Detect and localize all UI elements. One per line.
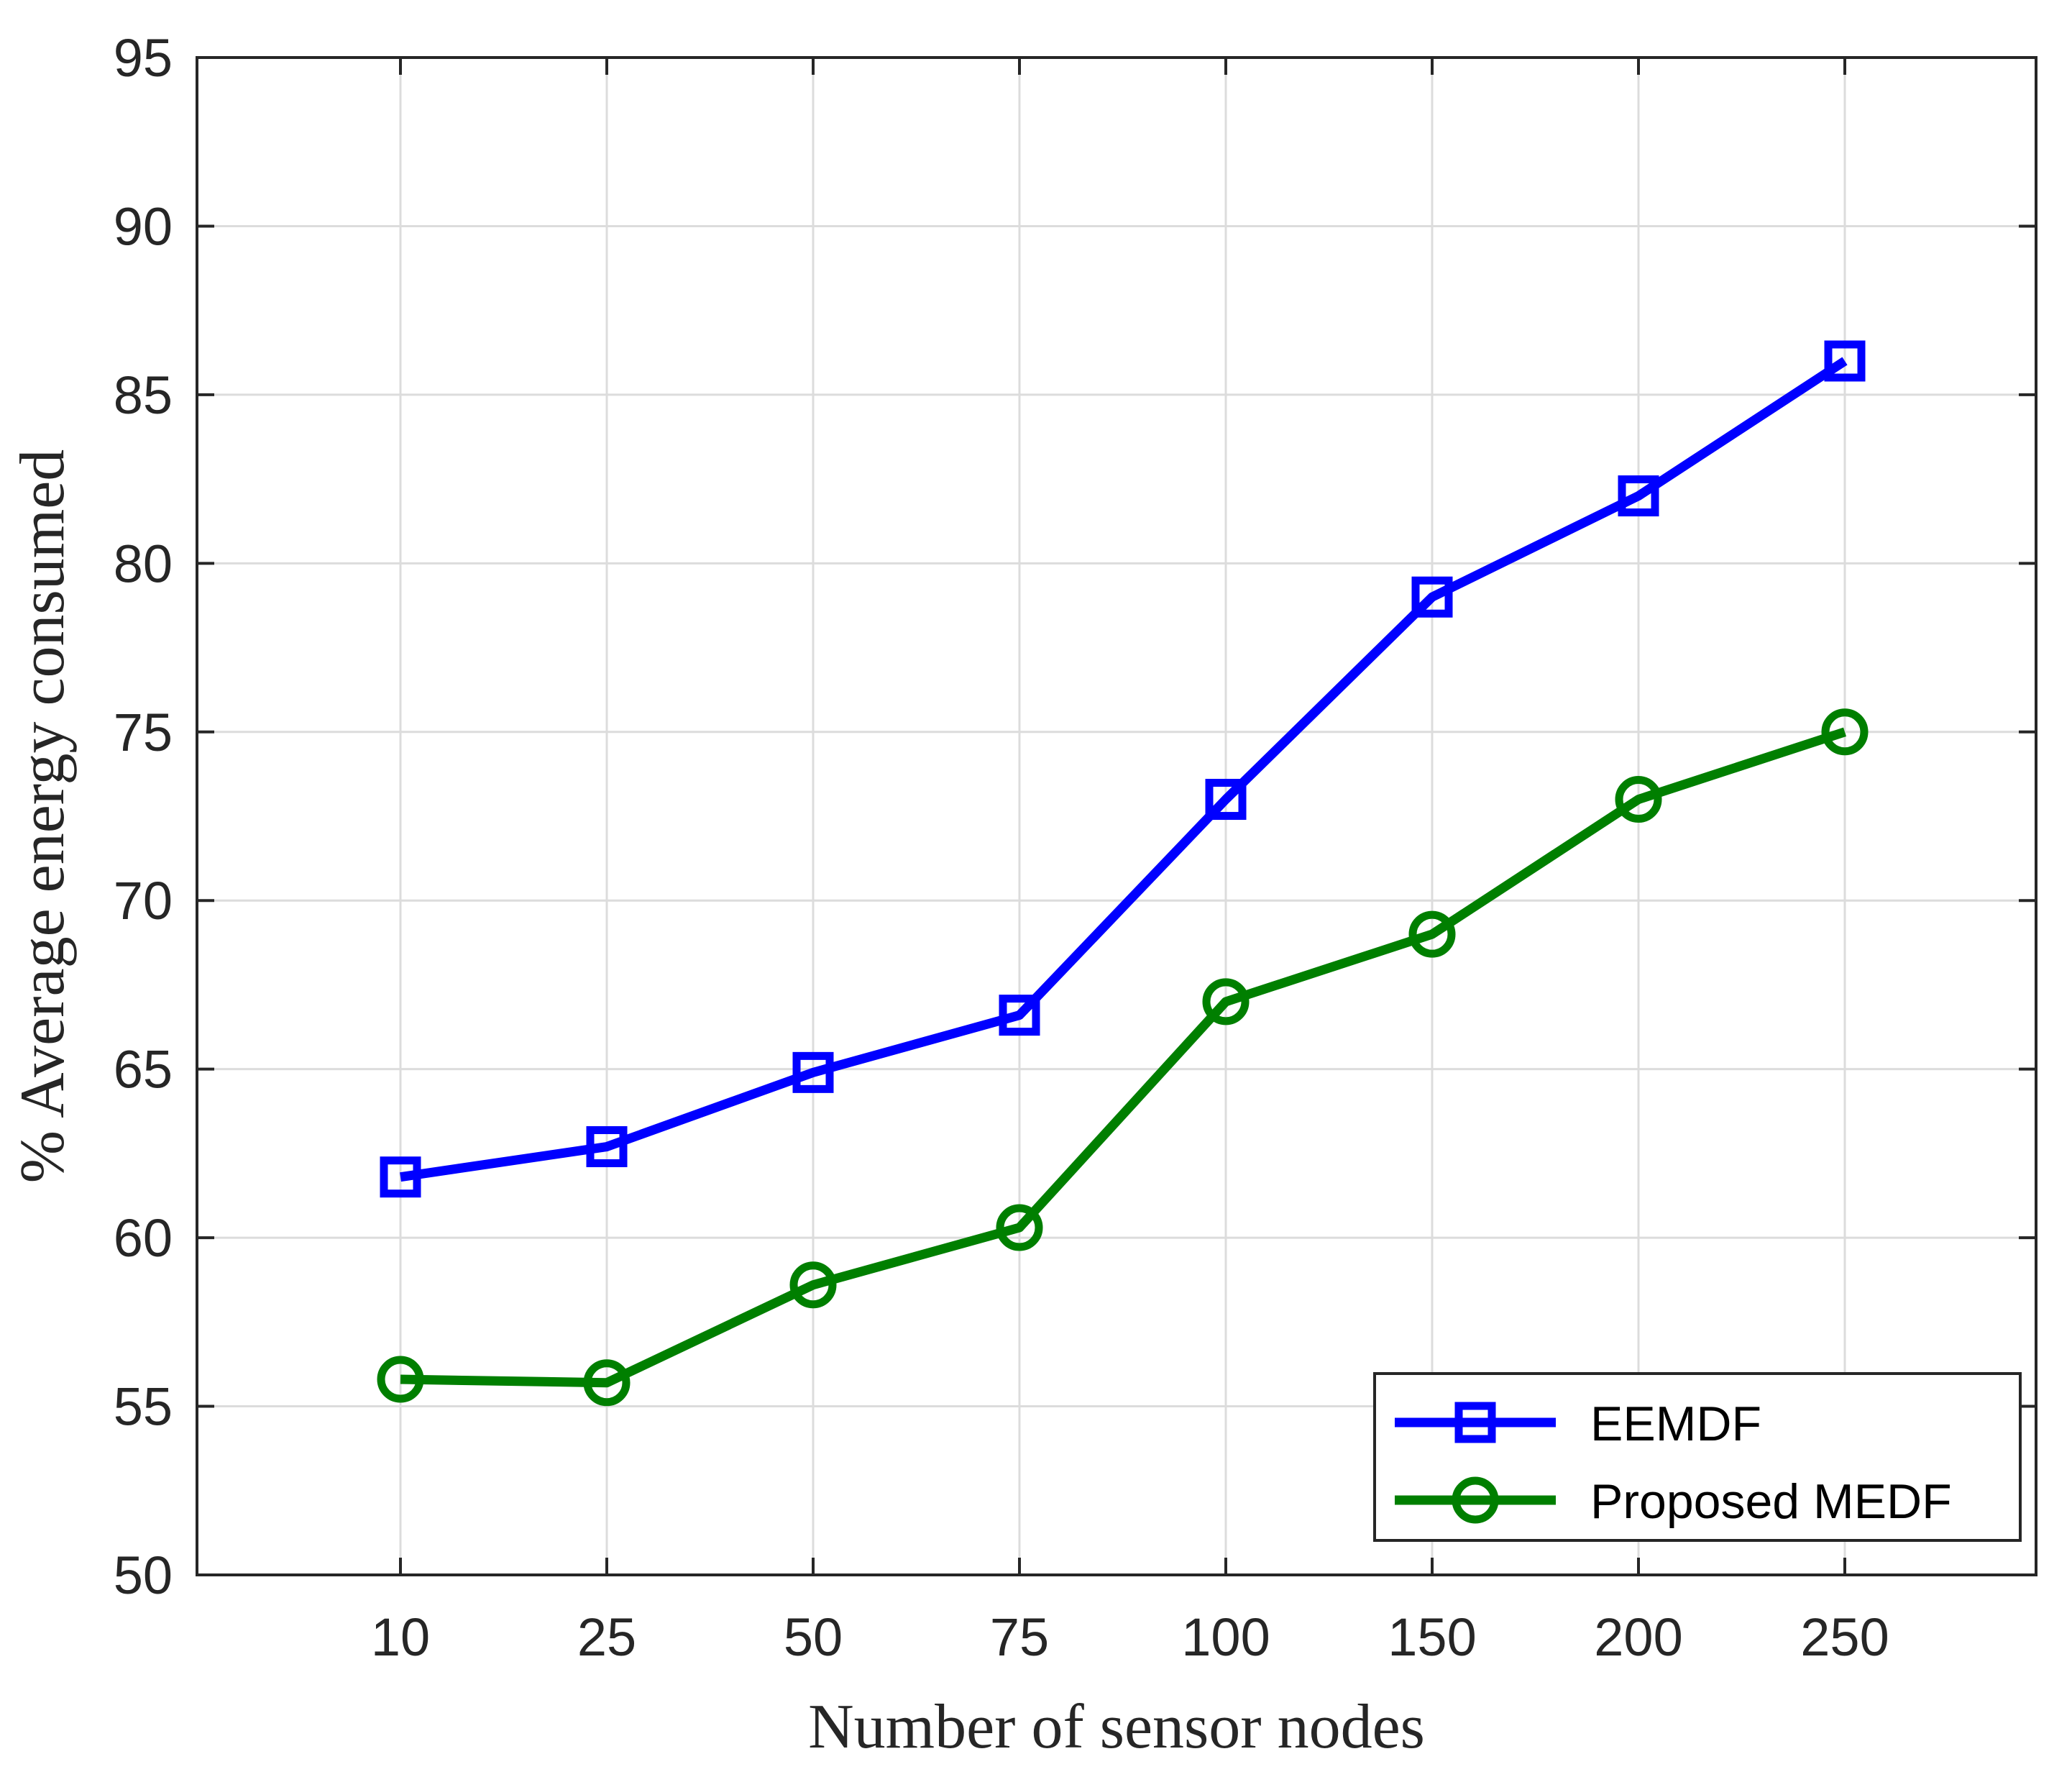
- data-point: [583, 1359, 631, 1407]
- plot-frame: [196, 56, 2037, 1576]
- data-point: [996, 1204, 1043, 1251]
- data-point: [1615, 776, 1662, 823]
- x-tick-label: 25: [577, 1607, 636, 1667]
- data-point: [1205, 779, 1247, 821]
- x-tick-label: 250: [1800, 1607, 1889, 1667]
- series-line: [400, 357, 1848, 1182]
- ticks: 10 25 50 75 100 150 200 250 50 55 60 65 70 75 80 85 90 95: [114, 28, 2036, 1667]
- grid: [197, 58, 2036, 1575]
- x-tick-label: 75: [990, 1607, 1049, 1667]
- x-tick-label: 10: [371, 1607, 430, 1667]
- legend-swatch-marker: [1452, 1476, 1499, 1524]
- series-line: [400, 727, 1847, 1388]
- y-tick-label: 80: [114, 534, 173, 593]
- data-point: [380, 1156, 421, 1198]
- data-point: [792, 1051, 834, 1093]
- legend-label: EEMDF: [1590, 1397, 1761, 1451]
- data-point: [586, 1126, 628, 1168]
- y-tick-label: 75: [114, 703, 173, 762]
- y-tick-label: 90: [114, 196, 173, 256]
- data-point: [1408, 910, 1456, 958]
- data-point: [999, 995, 1040, 1036]
- data-point: [1202, 978, 1250, 1025]
- y-axis-title: % Average energy consumed: [8, 449, 78, 1184]
- y-tick-label: 70: [114, 871, 173, 931]
- y-tick-label: 65: [114, 1040, 173, 1100]
- legend-item: EEMDF: [1395, 1397, 1761, 1451]
- legend-swatch-marker: [1454, 1402, 1496, 1443]
- series-layer: [377, 340, 1869, 1407]
- x-tick-label: 200: [1594, 1607, 1682, 1667]
- x-tick-label: 100: [1181, 1607, 1270, 1667]
- y-tick-label: 95: [114, 28, 173, 88]
- legend: EEMDF Proposed MEDF: [1373, 1372, 2022, 1542]
- data-point: [377, 1356, 424, 1403]
- data-point: [1411, 576, 1453, 618]
- y-tick-label: 55: [114, 1377, 173, 1437]
- data-point: [1824, 340, 1866, 382]
- legend-box: [1373, 1372, 2022, 1542]
- legend-label: Proposed MEDF: [1590, 1474, 1952, 1529]
- y-tick-label: 85: [114, 365, 173, 425]
- data-point: [789, 1261, 837, 1309]
- series-eemdf: [380, 340, 1866, 1198]
- legend-item: Proposed MEDF: [1395, 1474, 1952, 1529]
- data-point: [1821, 708, 1869, 756]
- x-tick-label: 50: [784, 1607, 843, 1667]
- x-tick-label: 150: [1388, 1607, 1476, 1667]
- x-axis-title: Number of sensor nodes: [808, 1692, 1425, 1762]
- y-tick-label: 50: [114, 1545, 173, 1605]
- data-point: [1618, 475, 1659, 517]
- y-tick-label: 60: [114, 1208, 173, 1268]
- series-proposed-medf: [377, 708, 1869, 1407]
